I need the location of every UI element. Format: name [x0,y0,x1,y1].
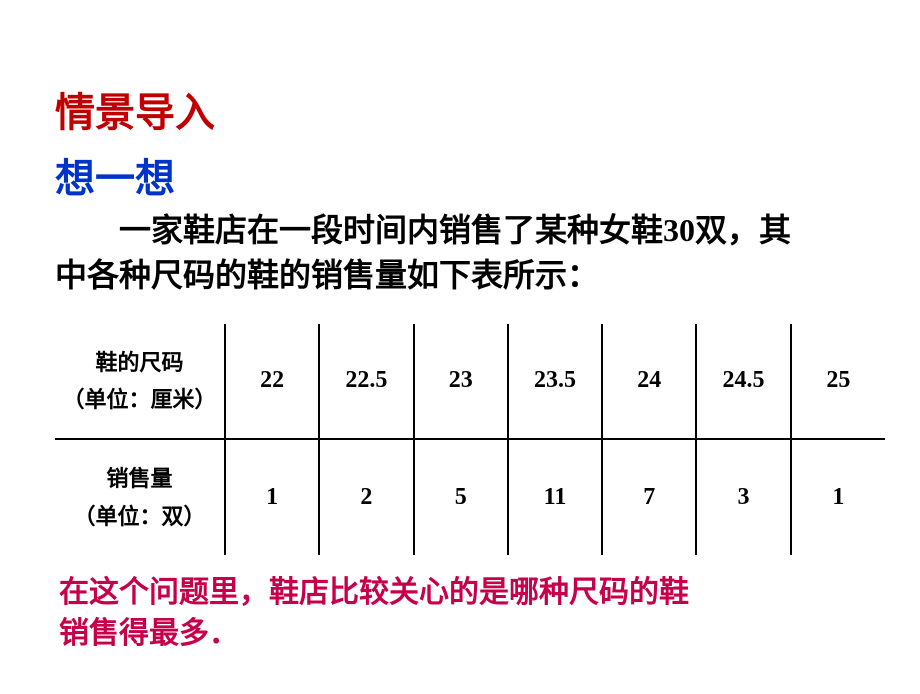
header-label: 鞋的尺码 [95,350,183,375]
slide-content: 情景导入 想一想 一家鞋店在一段时间内销售了某种女鞋30双，其 中各种尺码的鞋的… [0,0,920,694]
cell-sales: 1 [791,439,885,555]
cell-sales: 11 [508,439,602,555]
data-table: 鞋的尺码 （单位：厘米） 22 22.5 23 23.5 24 24.5 25 … [55,324,885,556]
sub-title: 想一想 [55,146,885,204]
header-unit: （单位：厘米） [62,387,216,412]
body-line-1: 一家鞋店在一段时间内销售了某种女鞋30双，其 [55,208,885,253]
footer-line-2: 销售得最多． [59,614,885,655]
table-row: 销售量 （单位：双） 1 2 5 11 7 3 1 [55,439,885,555]
cell-size: 25 [791,324,885,440]
header-unit: （单位：双） [73,504,205,529]
cell-sales: 7 [602,439,696,555]
footer-note: 在这个问题里，鞋店比较关心的是哪种尺码的鞋 销售得最多． [55,573,885,654]
cell-size: 24.5 [696,324,790,440]
header-label: 销售量 [106,466,172,491]
cell-sales: 3 [696,439,790,555]
cell-sales: 5 [414,439,508,555]
cell-sales: 1 [225,439,319,555]
body-line-2: 中各种尺码的鞋的销售量如下表所示： [55,253,885,298]
cell-size: 23.5 [508,324,602,440]
row-header-sales: 销售量 （单位：双） [55,439,225,555]
cell-size: 22.5 [319,324,413,440]
cell-size: 24 [602,324,696,440]
cell-size: 23 [414,324,508,440]
body-paragraph: 一家鞋店在一段时间内销售了某种女鞋30双，其 中各种尺码的鞋的销售量如下表所示： [55,208,885,298]
table-row: 鞋的尺码 （单位：厘米） 22 22.5 23 23.5 24 24.5 25 [55,324,885,440]
row-header-sizes: 鞋的尺码 （单位：厘米） [55,324,225,440]
footer-line-1: 在这个问题里，鞋店比较关心的是哪种尺码的鞋 [59,573,885,614]
cell-sales: 2 [319,439,413,555]
cell-size: 22 [225,324,319,440]
main-title: 情景导入 [55,80,885,138]
